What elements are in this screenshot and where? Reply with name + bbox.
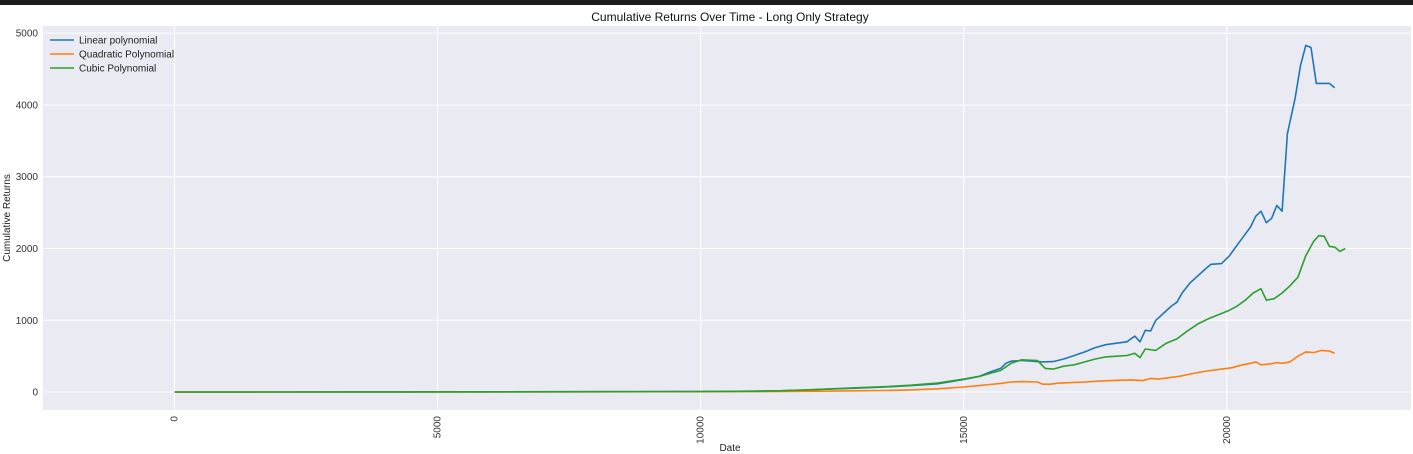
x-axis-ticks: 0 5000 10000 15000 20000 — [170, 416, 1233, 444]
x-tick-label: 15000 — [959, 416, 970, 444]
legend-label-3: Cubic Polynomial — [79, 64, 156, 75]
y-tick-label: 0 — [32, 388, 38, 399]
y-tick-label: 1000 — [16, 316, 39, 327]
x-tick-label: 10000 — [696, 416, 707, 444]
legend: Linear polynomial Quadratic Polynomial Cub… — [50, 36, 174, 75]
legend-label-1: Linear polynomial — [79, 36, 157, 47]
x-axis-label: Date — [719, 443, 741, 454]
series-line-2 — [174, 349, 1336, 393]
x-tick-label: 20000 — [1222, 416, 1233, 444]
window-top-bar — [0, 0, 1413, 5]
y-tick-label: 2000 — [16, 244, 39, 255]
series-line-3 — [174, 234, 1346, 393]
x-tick-label: 0 — [170, 416, 181, 422]
y-tick-label: 4000 — [16, 100, 39, 111]
chart-title: Cumulative Returns Over Time - Long Only… — [591, 10, 868, 24]
y-tick-label: 3000 — [16, 172, 39, 183]
plot-area — [43, 26, 1411, 410]
x-tick-label: 5000 — [433, 416, 444, 439]
series-layer — [174, 44, 1346, 393]
y-axis-ticks: 0 1000 2000 3000 4000 5000 — [16, 29, 39, 399]
legend-label-2: Quadratic Polynomial — [79, 50, 174, 61]
y-tick-label: 5000 — [16, 29, 39, 40]
y-axis-label: Cumulative Returns — [2, 174, 13, 262]
